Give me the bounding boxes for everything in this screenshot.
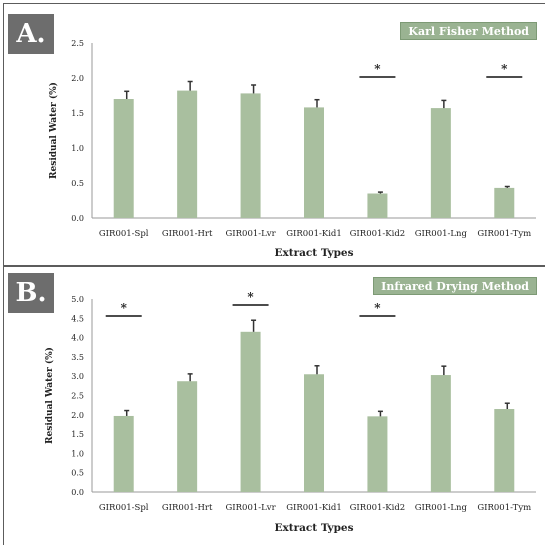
- y-tick-label: 2.5: [71, 392, 84, 401]
- bar-gir001-lvr: [240, 331, 261, 492]
- x-tick-label: GIR001-Lvr: [225, 503, 276, 513]
- x-axis-title: Extract Types: [274, 522, 353, 534]
- bar-gir001-lng: [430, 108, 451, 218]
- y-tick-label: 5.0: [71, 295, 84, 304]
- panel-b: B. Infrared Drying Method 0.0 0.5 1.0 1.5 2.…: [4, 267, 545, 545]
- bar-gir001-kid2: [367, 193, 388, 218]
- bar-gir001-kid1: [304, 107, 324, 218]
- x-tick-label: GIR001-Lng: [415, 229, 468, 239]
- panel-a: A. Karl Fisher Method 0.0 0.5 1.0 1.5 2.0 2.5…: [4, 4, 545, 266]
- y-tick-label: 0.5: [71, 179, 84, 188]
- bar-gir001-kid2: [367, 416, 388, 492]
- bar-gir001-hrt: [177, 381, 198, 492]
- panel-a-method-label: Karl Fisher Method: [400, 22, 537, 40]
- y-tick-label: 3.5: [71, 353, 84, 362]
- y-tick-label: 1.5: [71, 430, 84, 439]
- panel-b-method-label: Infrared Drying Method: [373, 277, 537, 295]
- y-tick-label: 4.5: [71, 314, 84, 323]
- x-tick-label: GIR001-Lvr: [225, 229, 276, 239]
- panel-b-label: B.: [8, 273, 54, 313]
- y-axis-title: Residual Water (%): [44, 347, 55, 444]
- y-axis-title: Residual Water (%): [48, 82, 59, 179]
- y-tick-label: 2.0: [71, 74, 84, 83]
- bar-gir001-lvr: [240, 93, 261, 218]
- x-tick-label: GIR001-Spl: [99, 503, 149, 513]
- significance-marker: *: [501, 62, 508, 76]
- bar-gir001-spl: [113, 415, 134, 492]
- y-tick-label: 1.0: [71, 144, 84, 153]
- y-tick-label: 0.0: [71, 488, 84, 497]
- x-tick-label: GIR001-Hrt: [162, 229, 213, 239]
- y-tick-label: 0.5: [71, 469, 84, 478]
- y-tick-label: 4.0: [71, 334, 84, 343]
- significance-marker: *: [247, 290, 254, 304]
- x-tick-label: GIR001-Kid1: [286, 229, 342, 239]
- y-tick-label: 2.5: [71, 39, 84, 48]
- significance-marker: *: [121, 301, 128, 315]
- x-tick-label: GIR001-Kid2: [350, 503, 406, 513]
- x-axis-title: Extract Types: [274, 247, 353, 259]
- bar-gir001-kid1: [304, 374, 324, 492]
- x-tick-label: GIR001-Spl: [99, 229, 149, 239]
- x-tick-label: GIR001-Hrt: [162, 503, 213, 513]
- significance-marker: *: [374, 62, 381, 76]
- bar-gir001-hrt: [177, 90, 198, 218]
- x-tick-label: GIR001-Tym: [477, 503, 531, 513]
- bar-gir001-spl: [113, 99, 134, 218]
- chart-b: 0.0 0.5 1.0 1.5 2.0 2.5 3.0 3.5 4.0 4.5 5.0 Residua…: [44, 290, 536, 534]
- significance-marker: *: [374, 301, 381, 315]
- panel-a-label: A.: [8, 14, 54, 54]
- y-tick-label: 1.5: [71, 109, 84, 118]
- y-tick-label: 2.0: [71, 411, 84, 420]
- bar-gir001-lng: [430, 375, 451, 492]
- y-tick-label: 0.0: [71, 214, 84, 223]
- bar-gir001-tym: [494, 409, 515, 492]
- x-tick-label: GIR001-Lng: [415, 503, 468, 513]
- y-tick-label: 1.0: [71, 449, 84, 458]
- panel-divider: [4, 265, 545, 267]
- x-tick-label: GIR001-Tym: [477, 229, 531, 239]
- bar-gir001-tym: [494, 187, 515, 218]
- chart-a: 0.0 0.5 1.0 1.5 2.0 2.5 Residual Water (%) Extr…: [48, 39, 536, 259]
- y-tick-label: 3.0: [71, 372, 84, 381]
- x-tick-label: GIR001-Kid1: [286, 503, 342, 513]
- x-tick-label: GIR001-Kid2: [350, 229, 406, 239]
